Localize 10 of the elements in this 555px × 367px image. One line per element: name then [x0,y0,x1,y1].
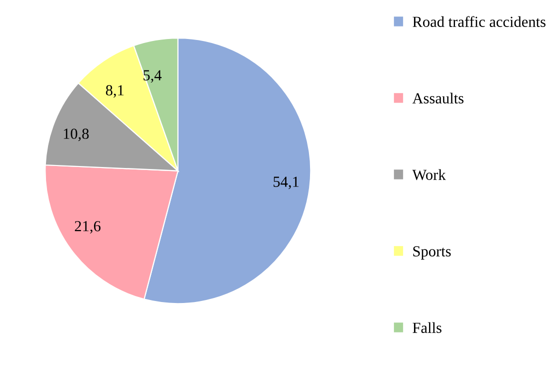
data-label: 8,1 [106,85,124,98]
legend-label: Falls [412,322,442,333]
data-label: 5,4 [144,70,162,83]
legend-label: Assaults [412,92,464,104]
legend-label: Road traffic accidents [412,16,546,27]
legend-label: Work [412,169,446,180]
legend-label: Sports [413,246,451,260]
data-label: 10,8 [64,128,89,142]
data-label: 54,1 [274,176,299,190]
data-label: 21,6 [74,221,100,234]
